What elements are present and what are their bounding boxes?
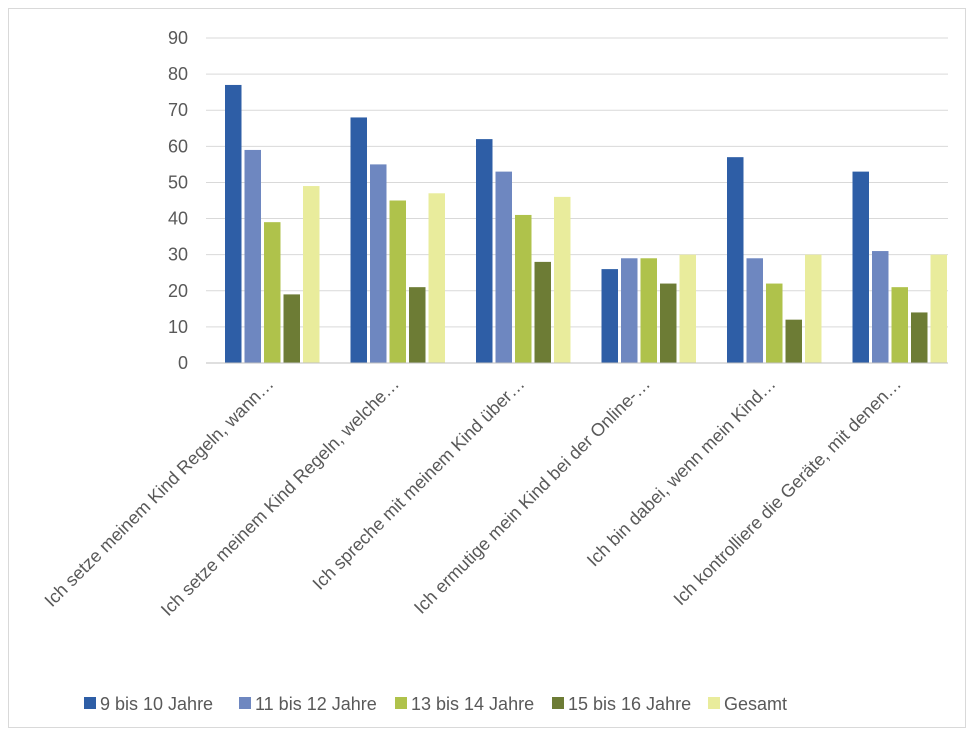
x-category-label: Ich setze meinem Kind Regeln, welche… [157, 374, 403, 620]
bar [640, 258, 657, 363]
bar [872, 251, 889, 363]
legend-label: 9 bis 10 Jahre [100, 694, 213, 714]
bar [264, 222, 281, 363]
bar [601, 269, 618, 363]
gridlines [206, 37, 948, 328]
bar [428, 193, 445, 363]
legend-swatch [395, 697, 407, 709]
bar [679, 254, 696, 363]
y-tick-label: 80 [168, 64, 188, 84]
bar [370, 164, 387, 363]
legend-swatch [708, 697, 720, 709]
x-category-label: Ich ermutige mein Kind bei der Online-… [410, 374, 654, 618]
bar [409, 287, 426, 363]
legend-swatch [239, 697, 251, 709]
bar [660, 283, 677, 363]
bar [515, 214, 532, 363]
legend-swatch [552, 697, 564, 709]
bars [225, 84, 947, 363]
bar [727, 157, 744, 363]
y-tick-label: 40 [168, 209, 188, 229]
y-tick-label: 60 [168, 136, 188, 156]
bar [534, 261, 551, 363]
y-tick-label: 90 [168, 28, 188, 48]
x-category-label: Ich spreche mit meinem Kind über… [309, 374, 529, 594]
legend-swatch [84, 697, 96, 709]
y-tick-label: 70 [168, 100, 188, 120]
bar [495, 171, 512, 363]
bar [930, 254, 947, 363]
bar [389, 200, 406, 363]
chart-frame [8, 8, 966, 728]
x-category-label: Ich setze meinem Kind Regeln, wann… [41, 374, 278, 611]
bar [746, 258, 763, 363]
y-tick-label: 20 [168, 281, 188, 301]
bar [852, 171, 869, 363]
bar [303, 186, 320, 363]
bar [766, 283, 783, 363]
bar [283, 294, 300, 363]
bar [911, 312, 928, 363]
legend: 9 bis 10 Jahre 11 bis 12 Jahre 13 bis 14 J… [84, 694, 787, 714]
legend-label: 11 bis 12 Jahre [255, 694, 377, 714]
y-axis-ticks: 0 10 20 30 40 50 60 70 80 90 [168, 28, 188, 373]
bar [805, 254, 822, 363]
bar [891, 287, 908, 363]
bar [554, 196, 571, 363]
category-labels: Ich setze meinem Kind Regeln, wann…Ich s… [41, 374, 906, 620]
y-tick-label: 30 [168, 245, 188, 265]
bar [244, 149, 261, 363]
bar [621, 258, 638, 363]
legend-label: 15 bis 16 Jahre [568, 694, 691, 714]
bar [476, 139, 493, 363]
bar [785, 319, 802, 363]
bar [225, 84, 242, 363]
legend-label: 13 bis 14 Jahre [411, 694, 534, 714]
legend-label: Gesamt [724, 694, 787, 714]
x-category-label: Ich kontrolliere die Geräte, mit denen… [670, 374, 906, 610]
bar [350, 117, 367, 363]
y-tick-label: 0 [178, 353, 188, 373]
y-tick-label: 50 [168, 172, 188, 192]
y-tick-label: 10 [168, 317, 188, 337]
